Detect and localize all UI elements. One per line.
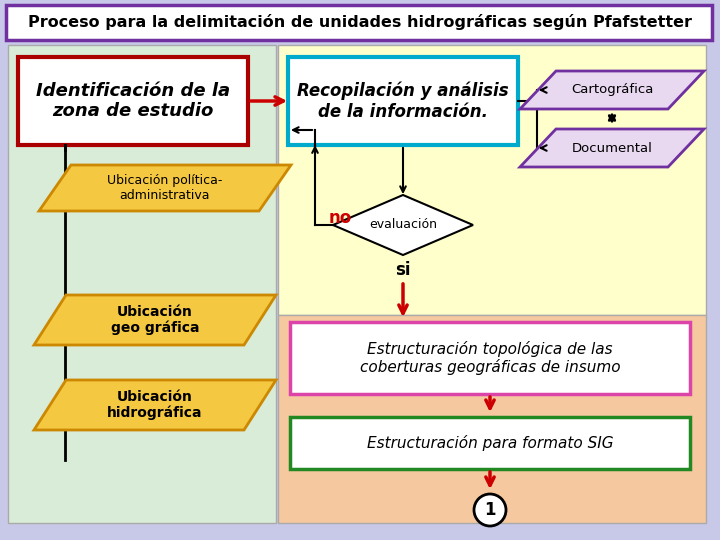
Polygon shape xyxy=(333,195,473,255)
Circle shape xyxy=(474,494,506,526)
Text: no: no xyxy=(328,209,351,227)
Text: evaluación: evaluación xyxy=(369,219,437,232)
Text: si: si xyxy=(395,261,410,279)
Polygon shape xyxy=(39,165,291,211)
FancyBboxPatch shape xyxy=(6,5,712,40)
Text: 1: 1 xyxy=(485,501,496,519)
Text: Identificación de la
zona de estudio: Identificación de la zona de estudio xyxy=(36,82,230,120)
Polygon shape xyxy=(34,295,276,345)
FancyBboxPatch shape xyxy=(18,57,248,145)
FancyBboxPatch shape xyxy=(290,322,690,394)
FancyBboxPatch shape xyxy=(278,315,706,523)
FancyBboxPatch shape xyxy=(290,417,690,469)
FancyBboxPatch shape xyxy=(278,45,706,315)
Text: Recopilación y análisis
de la información.: Recopilación y análisis de la informació… xyxy=(297,82,509,120)
Text: Estructuración para formato SIG: Estructuración para formato SIG xyxy=(366,435,613,451)
FancyBboxPatch shape xyxy=(8,45,276,523)
Text: Ubicación
hidrográfica: Ubicación hidrográfica xyxy=(107,389,203,421)
Text: Proceso para la delimitación de unidades hidrográficas según Pfafstetter: Proceso para la delimitación de unidades… xyxy=(28,14,692,30)
Text: Ubicación
geo gráfica: Ubicación geo gráfica xyxy=(111,305,199,335)
Text: Cartográfica: Cartográfica xyxy=(571,84,653,97)
Polygon shape xyxy=(34,380,276,430)
Text: Documental: Documental xyxy=(572,141,652,154)
FancyBboxPatch shape xyxy=(288,57,518,145)
Text: Ubicación política-
administrativa: Ubicación política- administrativa xyxy=(107,174,222,202)
Text: Estructuración topológica de las
coberturas geográficas de insumo: Estructuración topológica de las cobertu… xyxy=(360,341,621,375)
Polygon shape xyxy=(520,71,704,109)
Polygon shape xyxy=(520,129,704,167)
